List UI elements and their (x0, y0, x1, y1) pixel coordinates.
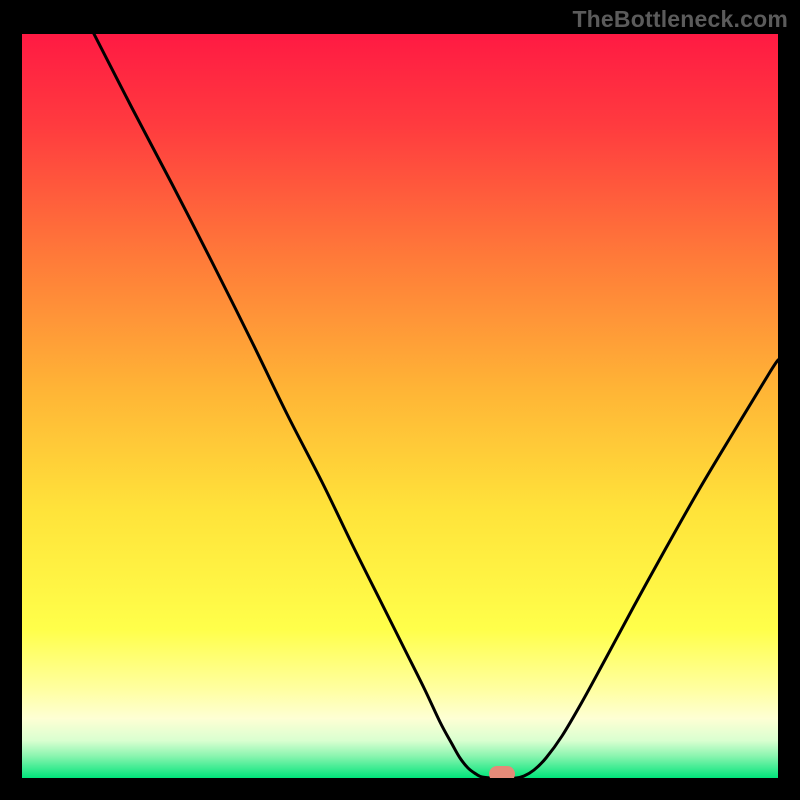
chart-frame: TheBottleneck.com (0, 0, 800, 800)
plot-area (22, 34, 778, 778)
watermark-label: TheBottleneck.com (572, 6, 788, 33)
bottleneck-curve (22, 34, 778, 778)
curve-path (94, 34, 778, 778)
minimum-marker (489, 766, 515, 778)
